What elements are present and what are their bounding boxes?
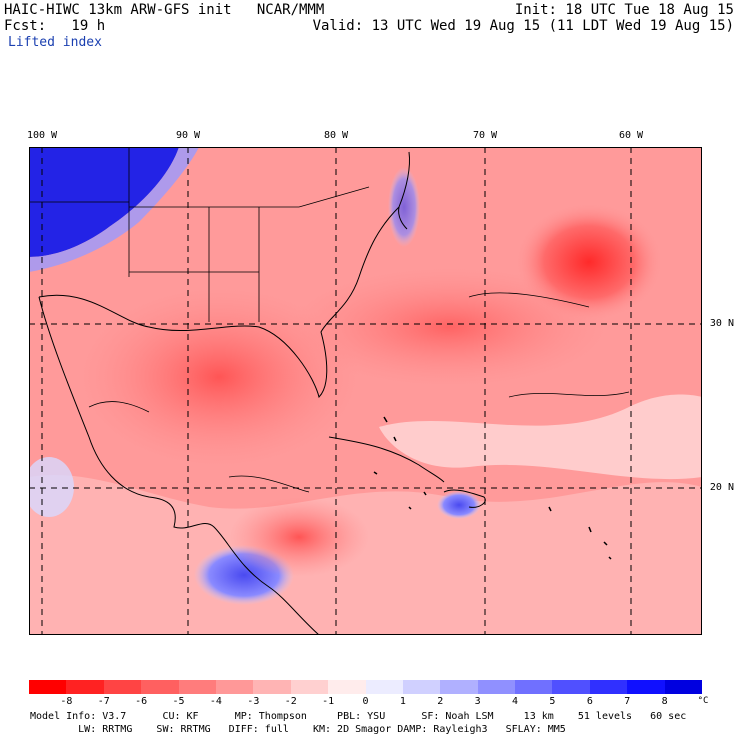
colorbar-tick-label: 1 (399, 696, 406, 707)
colorbar-swatch (365, 680, 403, 694)
southern-field-band (29, 474, 702, 635)
colorbar-tick-label: 8 (661, 696, 668, 707)
model-info-line2: LW: RRTMG SW: RRTMG DIFF: full KM: 2D Sm… (30, 724, 566, 735)
colorbar-tick-label: -3 (247, 696, 260, 707)
us-gulf-atlantic-coastline (38, 206, 400, 398)
colorbar-swatch (552, 680, 590, 694)
colorbar-tick-label: -7 (97, 696, 110, 707)
lat-label-20n: 20 N (709, 482, 734, 493)
colorbar-swatch (664, 680, 703, 694)
atlantic-light-band (379, 394, 702, 480)
colorbar-swatch (440, 680, 478, 694)
colorbar (29, 680, 703, 694)
colorbar-tick-label: 3 (474, 696, 481, 707)
colorbar-tick-label: -4 (209, 696, 222, 707)
map-frame (29, 147, 702, 635)
lon-label-90w: 90 W (175, 130, 201, 141)
colorbar-swatch (103, 680, 142, 694)
colorbar-tick-label: 0 (362, 696, 369, 707)
colorbar-swatch (589, 680, 628, 694)
colorbar-swatch (515, 680, 553, 694)
hispaniola-blue-cell (437, 491, 481, 519)
lat-label-30n: 30 N (709, 318, 734, 329)
colorbar-tick-label: -6 (135, 696, 148, 707)
colorbar-swatch (402, 680, 441, 694)
hispaniola-outline (443, 489, 486, 508)
colorbar-swatch (178, 680, 216, 694)
model-info-line1: Model Info: V3.7 CU: KF MP: Thompson PBL… (30, 711, 687, 722)
colorbar-tick-label: -5 (172, 696, 185, 707)
valid-time: Valid: 13 UTC Wed 19 Aug 15 (11 LDT Wed … (312, 18, 734, 34)
cuba-outline (328, 436, 445, 483)
chesapeake-blue-cell (388, 167, 420, 247)
colorbar-tick-label: 7 (624, 696, 631, 707)
state-borders (29, 147, 370, 322)
colorbar-tick-label: 2 (437, 696, 444, 707)
colorbar-swatch (141, 680, 179, 694)
colorbar-swatch (215, 680, 254, 694)
lifted-index-contours (88, 292, 630, 493)
colorbar-tick-label: 5 (549, 696, 556, 707)
colorbar-tick-label: -2 (284, 696, 297, 707)
lat-lon-grid (29, 147, 702, 635)
lon-label-70w: 70 W (472, 130, 498, 141)
mexico-central-america-coastline (38, 296, 320, 635)
colorbar-tick-label: -1 (322, 696, 335, 707)
field-name: Lifted index (8, 35, 102, 50)
lifted-index-map (29, 147, 702, 635)
colorbar-tick-label: 6 (586, 696, 593, 707)
caribbean-islands (373, 416, 612, 560)
colorbar-swatch (290, 680, 329, 694)
lon-label-60w: 60 W (618, 130, 644, 141)
colorbar-swatch (66, 680, 104, 694)
colorbar-tick-label: -8 (60, 696, 73, 707)
lon-label-80w: 80 W (323, 130, 349, 141)
colorbar-swatch (627, 680, 665, 694)
forecast-hour: Fcst: 19 h (4, 18, 106, 34)
colorbar-swatch (29, 680, 67, 694)
gulf-unstable-region (79, 287, 359, 467)
init-time: Init: 18 UTC Tue 18 Aug 15 (514, 2, 734, 18)
lon-label-100w: 100 W (26, 130, 58, 141)
colorbar-swatch (328, 680, 366, 694)
colorbar-tick-label: 4 (512, 696, 519, 707)
colorbar-unit: °C (697, 696, 709, 706)
colorbar-swatch (253, 680, 291, 694)
model-title: HAIC-HIWC 13km ARW-GFS init NCAR/MMM (4, 2, 325, 18)
colorbar-swatch (477, 680, 516, 694)
